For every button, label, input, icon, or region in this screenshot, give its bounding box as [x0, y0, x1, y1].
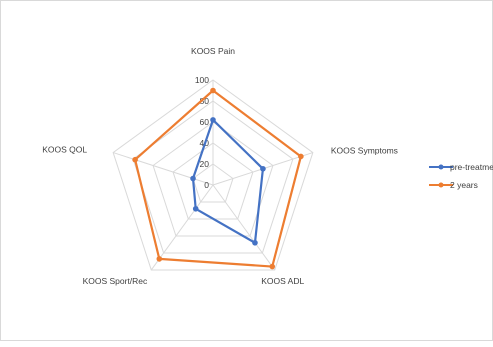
radial-tick-label: 20: [200, 159, 210, 169]
category-label-koos-symptoms: KOOS Symptoms: [331, 146, 398, 156]
legend-item-pre-treatme: pre-treatme: [429, 162, 493, 172]
grid-spoke-koos-adl: [212, 184, 276, 271]
data-point-pre-treatme-koos-symptoms: [260, 165, 266, 172]
radial-tick-label: 80: [200, 96, 210, 106]
legend-label-2-years: 2 years: [450, 180, 478, 190]
grid-spoke-koos-qol: [112, 152, 214, 186]
category-labels: KOOS Pain KOOS Symptoms KOOS ADL KOOS Sport…: [42, 46, 398, 286]
data-point-pre-treatme-koos-pain: [210, 117, 216, 123]
legend-item-2-years: 2 years: [429, 180, 478, 190]
legend-marker-2-years: [438, 182, 444, 188]
radial-tick-label: 0: [204, 180, 209, 190]
data-point-2-years-koos-symptoms: [298, 153, 304, 160]
data-point-pre-treatme-koos-qol: [190, 175, 196, 182]
grid-ring-1: [192, 163, 234, 203]
radar-series: [132, 87, 304, 270]
data-point-2-years-koos-pain: [210, 87, 216, 94]
grid-ring-5: [112, 79, 314, 271]
series-pre-treatme: [190, 117, 266, 246]
radar-grid: [112, 79, 314, 271]
series-line-2-years: [134, 89, 302, 268]
category-label-koos-pain: KOOS Pain: [191, 46, 235, 56]
data-point-pre-treatme-koos-adl: [252, 239, 258, 246]
legend: pre-treatme 2 years: [429, 162, 493, 190]
radial-tick-label: 60: [200, 117, 210, 127]
radial-tick-label: 100: [195, 75, 209, 85]
grid-spoke-koos-sport-rec: [150, 184, 214, 271]
data-point-2-years-koos-sport-rec: [156, 256, 163, 262]
series-2-years: [132, 87, 304, 270]
category-label-koos-qol: KOOS QOL: [42, 145, 87, 155]
legend-label-pre-treatme: pre-treatme: [450, 162, 493, 172]
grid-ring-3: [152, 121, 274, 237]
data-point-2-years-koos-adl: [269, 263, 276, 270]
data-point-pre-treatme-koos-sport-rec: [192, 205, 199, 212]
category-label-koos-adl: KOOS ADL: [261, 276, 304, 286]
series-line-pre-treatme: [191, 118, 265, 244]
legend-marker-pre-treatme: [438, 164, 444, 170]
data-point-2-years-koos-qol: [132, 156, 138, 163]
category-label-koos-sport-rec: KOOS Sport/Rec: [83, 276, 148, 286]
